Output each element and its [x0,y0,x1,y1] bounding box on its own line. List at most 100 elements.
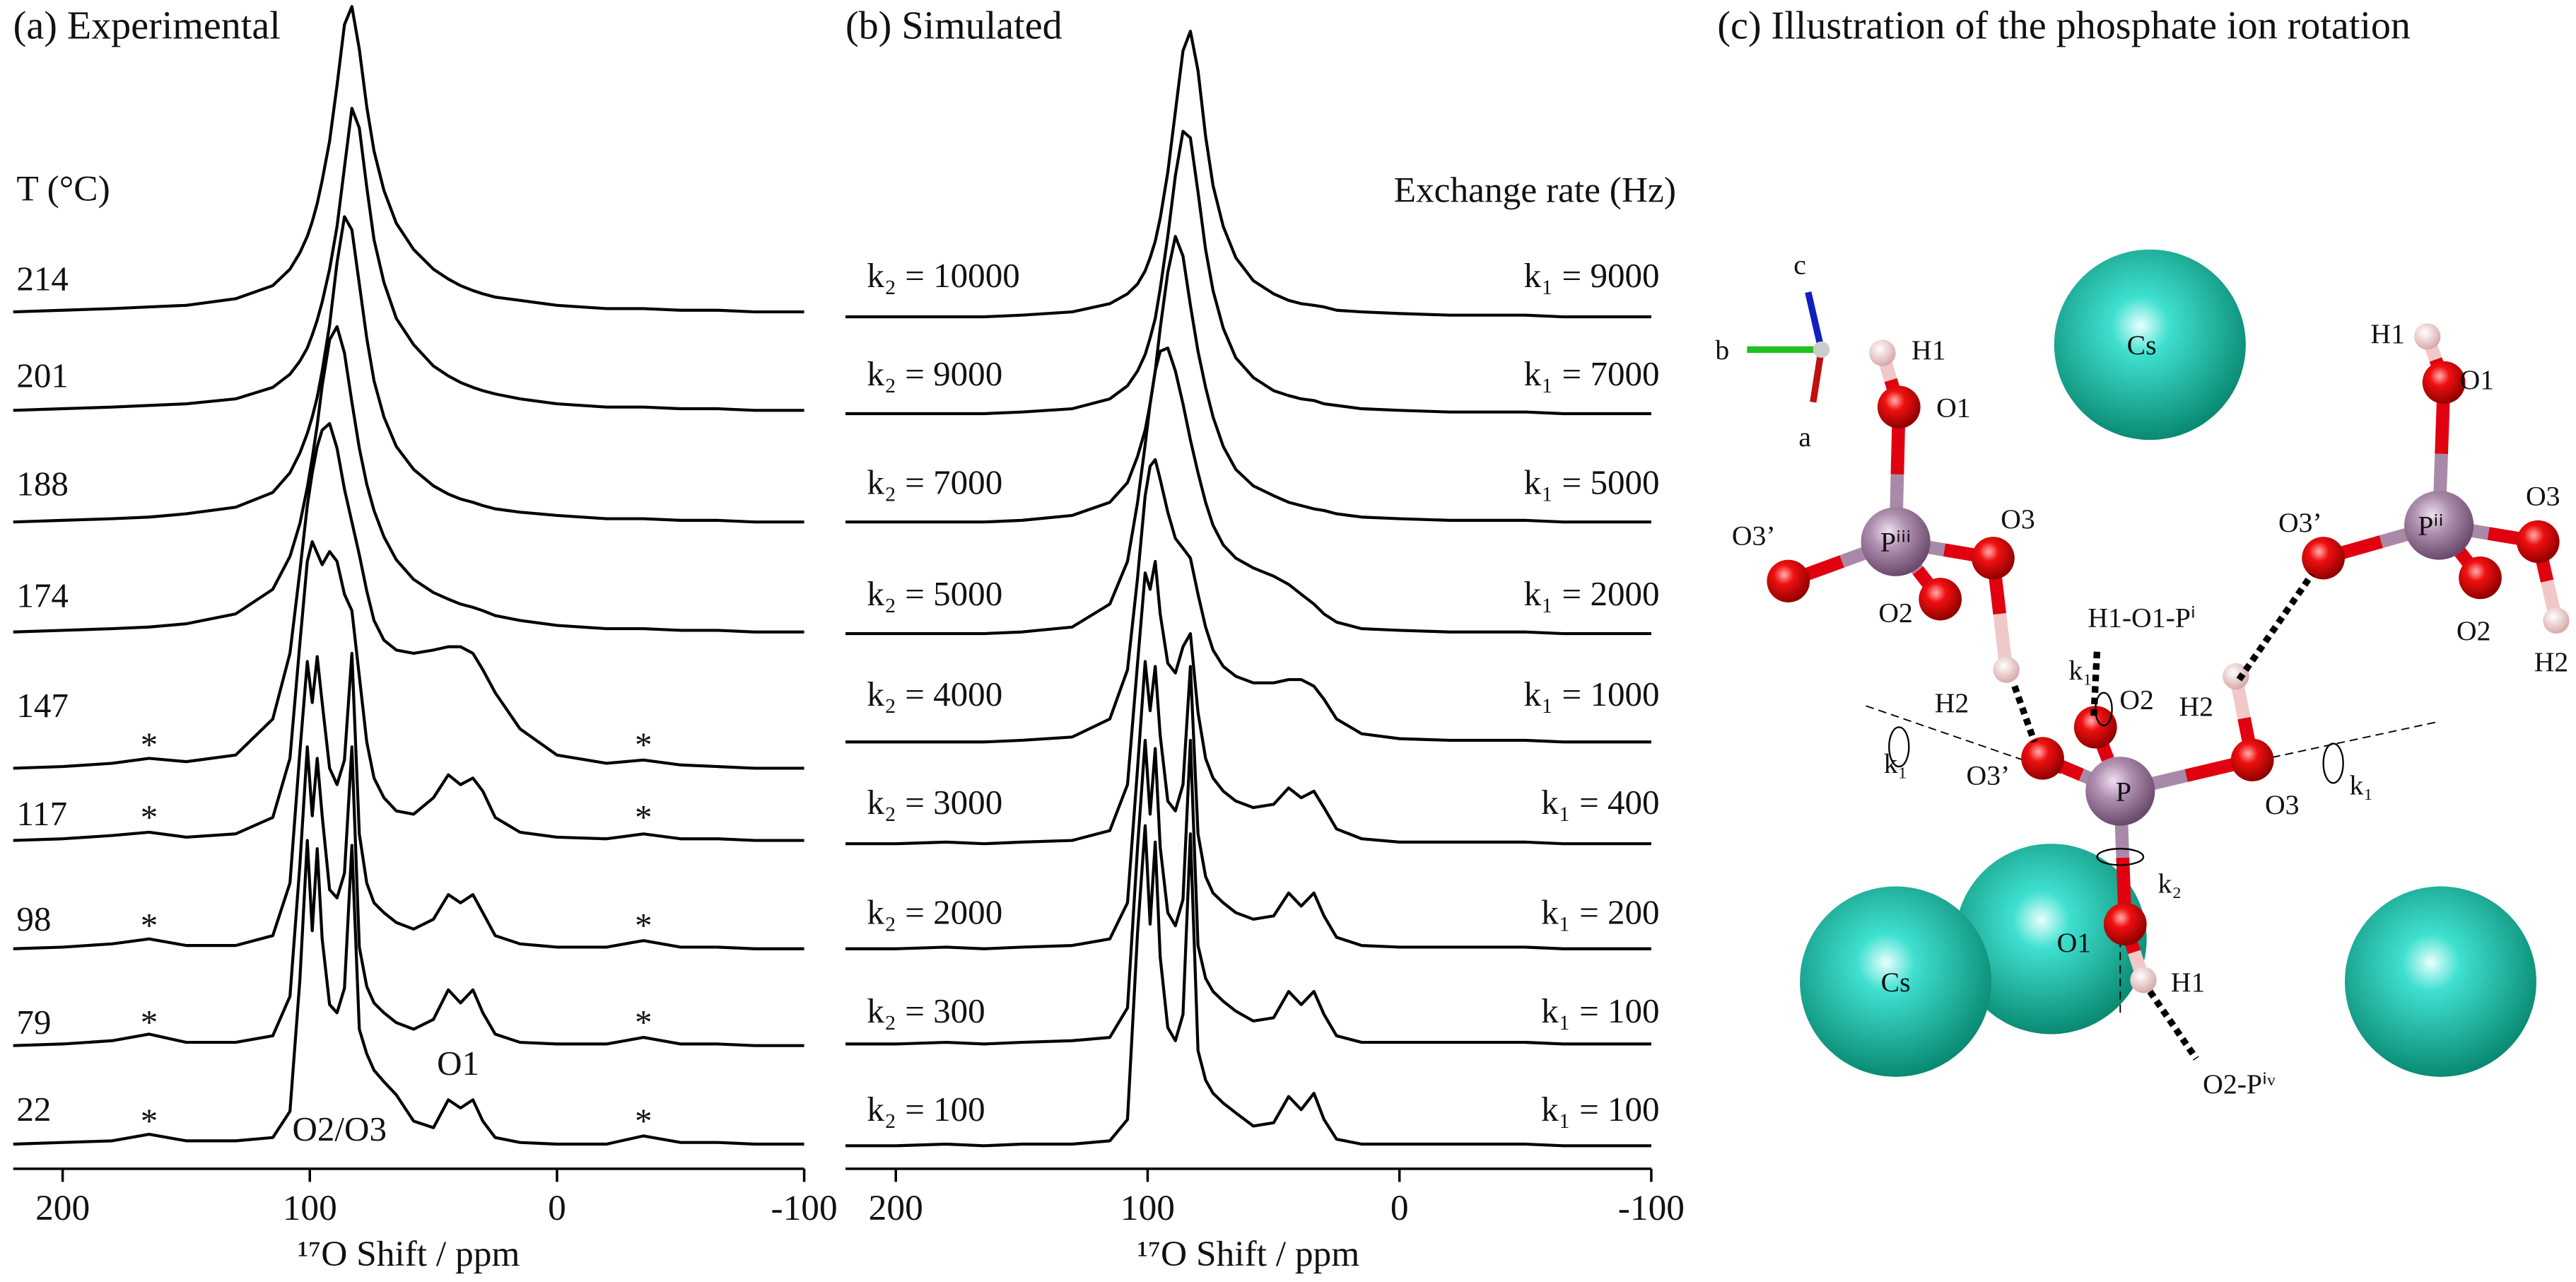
atom-label: k₁ [1884,748,1908,779]
atom-label: H1-O1-Pⁱ [2088,602,2196,634]
atom [1972,537,2015,580]
series-label-right: k₁ = 9000 [1524,256,1660,295]
spectrum-line [13,651,804,950]
legend-title: T (°C) [16,168,110,209]
atom-label: O2 [2457,615,2491,646]
atom-label: Pⁱⁱⁱ [1880,527,1911,558]
series-label: 117 [16,794,67,833]
spectrum-line [845,30,1651,319]
atom-label: O2 [1878,598,1913,629]
series-label-right: k₁ = 100 [1541,991,1659,1030]
atom [1919,578,1962,621]
rotation-arrow [2322,742,2344,784]
atom [1869,339,1896,366]
spectrum-line [13,107,804,412]
axis-origin [1813,341,1830,359]
atom [2130,967,2157,993]
atom [2230,738,2274,781]
spectrum-line [845,559,1651,846]
x-tick-label: 0 [1391,1188,1409,1228]
atom-label: k₁ [2068,655,2092,686]
series-label: k₂ = 9000 [867,354,1002,393]
axis-a [1810,349,1825,403]
atom-label: k₂ [2158,868,2182,899]
atom-label: O3’ [1967,759,2010,791]
atom [1767,559,1810,602]
spectrum-line [845,824,1651,1148]
spectrum-line [845,129,1651,416]
annotation: O1 [437,1044,479,1083]
spectrum-line [13,745,804,1047]
panel-title: (a) Experimental [13,4,281,48]
atom [2021,737,2064,780]
atom-label: Cs [1881,967,1911,998]
atom-label: Cs [2127,330,2157,361]
atom [2543,607,2570,634]
spectrum-line [845,738,1651,1046]
annotation: * [141,798,158,837]
atom [1861,507,1931,576]
annotation: * [635,906,652,945]
series-label: k₂ = 2000 [867,893,1002,932]
spectrum-line [13,215,804,524]
atom [2302,537,2345,580]
series-label: 214 [16,260,69,298]
atom [2223,663,2249,689]
series-label: k₂ = 4000 [867,675,1002,713]
series-label: k₂ = 3000 [867,783,1002,822]
series-label: 188 [16,465,69,503]
annotation: O2/O3 [292,1109,387,1148]
atom-label: a [1798,421,1811,453]
atom-label: O2 [2119,684,2154,716]
annotation: * [635,1003,652,1042]
series-label-right: k₁ = 100 [1541,1090,1659,1129]
spectrum-line [845,346,1651,636]
series-label-right: k₁ = 5000 [1524,462,1660,501]
series-label: k₂ = 100 [867,1090,985,1129]
atom-label: O3’ [1732,520,1776,552]
cs-ion [2054,249,2246,441]
atom [2085,757,2155,826]
x-tick-label: -100 [771,1188,837,1228]
series-label: k₂ = 10000 [867,256,1019,295]
atom-label: O3 [2265,789,2300,820]
cs-ion [1955,844,2147,1035]
x-axis-title: ¹⁷O Shift / ppm [298,1234,520,1274]
rotation-arrow [1888,726,1910,768]
atom-label: H2 [2179,691,2213,722]
x-tick-label: 0 [548,1188,566,1228]
hydrogen-bond [2236,572,2315,682]
atom [2414,323,2441,350]
annotation: * [635,798,652,837]
series-label: 201 [16,356,69,395]
annotation: * [635,1101,652,1140]
series-label-right: k₁ = 1000 [1524,675,1660,713]
atom-label: k₁ [2349,769,2373,800]
atom-label: O1 [1936,392,1971,424]
atom-label: H1 [2171,967,2206,998]
rotation-arrow [2095,692,2113,727]
atom-label: P [2116,776,2131,808]
legend-title: Exchange rate (Hz) [1394,170,1676,211]
spectrum-line [845,660,1651,950]
x-tick-label: 100 [1120,1188,1175,1228]
annotation: * [141,1003,158,1042]
atom-label: H1 [1911,334,1946,366]
annotation: * [141,1101,158,1140]
atom-label: O3 [2001,503,2035,535]
spectrum-line [13,325,804,634]
atom-label: O2-Pⁱᵛ [2203,1068,2276,1100]
x-axis-title: ¹⁷O Shift / ppm [1137,1234,1360,1274]
spectrum-line [13,540,804,842]
series-label: k₂ = 5000 [867,574,1002,613]
atom [2073,706,2117,749]
spectrum-line [13,839,804,1146]
cs-ion [2344,886,2536,1077]
annotation: * [635,726,652,764]
atom [2103,902,2147,946]
atom-label: O1 [2057,927,2092,958]
series-label: 147 [16,686,69,725]
series-label: 22 [16,1090,51,1129]
spectrum-line [13,421,804,770]
